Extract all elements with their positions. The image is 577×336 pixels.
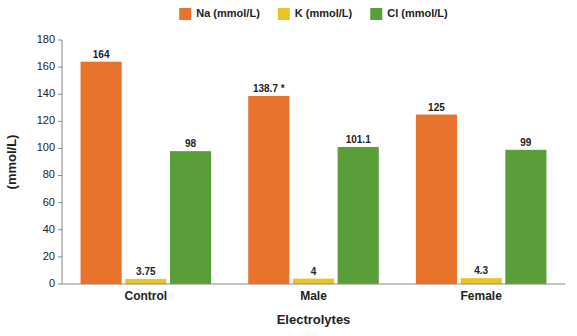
y-tick-label: 40 (43, 223, 55, 235)
y-tick (58, 40, 62, 41)
legend-item: K (mmol/L) (278, 7, 353, 20)
bar (170, 151, 211, 284)
y-tick-label: 180 (37, 33, 55, 45)
y-tick-label: 140 (37, 87, 55, 99)
x-axis-title: Electrolytes (277, 312, 351, 327)
data-label: 4.3 (474, 265, 488, 276)
x-axis-line (62, 284, 565, 285)
y-tick (58, 202, 62, 203)
data-label: 138.7 * (253, 83, 285, 94)
y-tick (58, 229, 62, 230)
y-tick-label: 20 (43, 250, 55, 262)
data-labels: 164 138.7 * 125 3.75 4 4.3 98 101.1 99 (93, 49, 532, 277)
y-tick-label: 80 (43, 168, 55, 180)
y-tick (58, 67, 62, 68)
legend: Na (mmol/L) K (mmol/L) Cl (mmol/L) (179, 7, 448, 20)
data-label: 125 (428, 102, 445, 113)
bar (416, 115, 457, 284)
legend-item: Na (mmol/L) (179, 7, 260, 20)
legend-label: Na (mmol/L) (196, 7, 260, 19)
x-axis: Control Male Female (62, 284, 565, 303)
bar (338, 147, 379, 284)
y-tick (58, 175, 62, 176)
bar (461, 278, 502, 284)
y-tick-label: 160 (37, 60, 55, 72)
y-tick (58, 121, 62, 122)
data-label: 101.1 (346, 134, 371, 145)
bar (81, 62, 122, 284)
legend-swatch (278, 8, 290, 20)
data-label: 4 (311, 266, 317, 277)
data-label: 98 (185, 138, 197, 149)
y-tick-label: 60 (43, 196, 55, 208)
legend-swatch (179, 8, 191, 20)
bar (248, 96, 289, 284)
bar (293, 279, 334, 284)
data-label: 3.75 (136, 266, 156, 277)
y-axis: 0 20 40 60 80 100 120 140 160 180 (37, 33, 62, 289)
y-tick (58, 148, 62, 149)
y-tick-label: 120 (37, 114, 55, 126)
x-tick-label: Male (300, 289, 327, 303)
bars (81, 62, 547, 284)
legend-swatch (370, 8, 382, 20)
y-axis-title: (mmol/L) (4, 135, 19, 190)
y-tick (58, 284, 62, 285)
legend-label: K (mmol/L) (295, 7, 353, 19)
data-label: 164 (93, 49, 110, 60)
x-tick-label: Female (460, 289, 502, 303)
y-tick-label: 100 (37, 141, 55, 153)
y-tick (58, 94, 62, 95)
x-tick-label: Control (125, 289, 168, 303)
data-label: 99 (520, 137, 532, 148)
y-tick (58, 256, 62, 257)
legend-item: Cl (mmol/L) (370, 7, 448, 20)
chart: 0 20 40 60 80 100 120 140 160 180 164 138.7 * 125 3.7… (0, 0, 577, 336)
legend-label: Cl (mmol/L) (387, 7, 448, 19)
bar (125, 279, 166, 284)
y-axis-line (62, 40, 63, 284)
y-tick-label: 0 (49, 277, 55, 289)
bar (505, 150, 546, 284)
